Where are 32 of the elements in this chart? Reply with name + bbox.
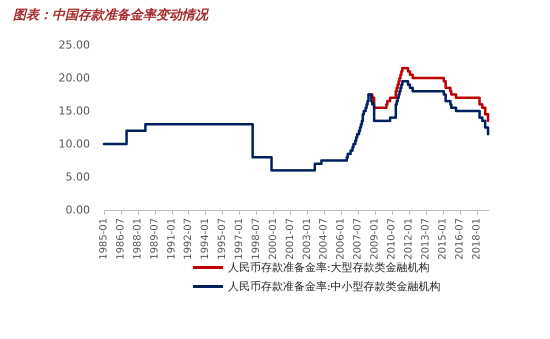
x-tick-label: 1986-07 [115, 218, 126, 260]
x-tick-label: 1998-07 [250, 218, 262, 260]
x-tick-label: 2006-01 [336, 218, 347, 260]
x-tick-label: 1992-07 [183, 218, 194, 260]
x-tick-label: 2000-01 [268, 218, 279, 260]
x-tick-label: 2013-07 [420, 218, 432, 260]
x-tick-label: 1991-01 [166, 218, 178, 260]
y-tick-label: 5.00 [66, 170, 90, 184]
y-tick-label: 15.00 [58, 104, 90, 118]
x-tick-label: 2009-01 [370, 218, 381, 260]
y-tick-label: 25.00 [58, 38, 90, 52]
x-tick-label: 2018-01 [471, 218, 482, 260]
x-tick-label: 2007-07 [352, 218, 364, 260]
x-tick-label: 2003-01 [302, 218, 313, 260]
x-tick-label: 1995-07 [217, 218, 228, 260]
x-tick-label: 1985-01 [98, 218, 110, 260]
y-tick-label: 0.00 [66, 204, 90, 216]
x-tick-label: 2016-07 [454, 218, 466, 260]
x-tick-label: 2010-07 [386, 218, 398, 260]
x-tick-label: 2015-01 [437, 218, 448, 260]
x-tick-label: 1997-01 [234, 218, 246, 260]
x-tick-label: 2004-07 [318, 218, 330, 260]
x-tick-label: 2012-01 [403, 218, 414, 260]
x-tick-label: 2001-07 [284, 218, 296, 260]
y-tick-label: 20.00 [58, 72, 90, 84]
x-tick-label: 1989-07 [149, 218, 160, 260]
x-tick-label: 1994-01 [200, 218, 212, 260]
legend-label: 人民币存款准备金率:大型存款类金融机构 [228, 261, 430, 274]
y-tick-label: 10.00 [58, 138, 90, 150]
chart-title: 图表：中国存款准备金率变动情况 [13, 7, 209, 23]
x-tick-label: 1988-01 [132, 218, 144, 260]
legend-label: 人民币存款准备金率:中小型存款类金融机构 [228, 280, 441, 293]
